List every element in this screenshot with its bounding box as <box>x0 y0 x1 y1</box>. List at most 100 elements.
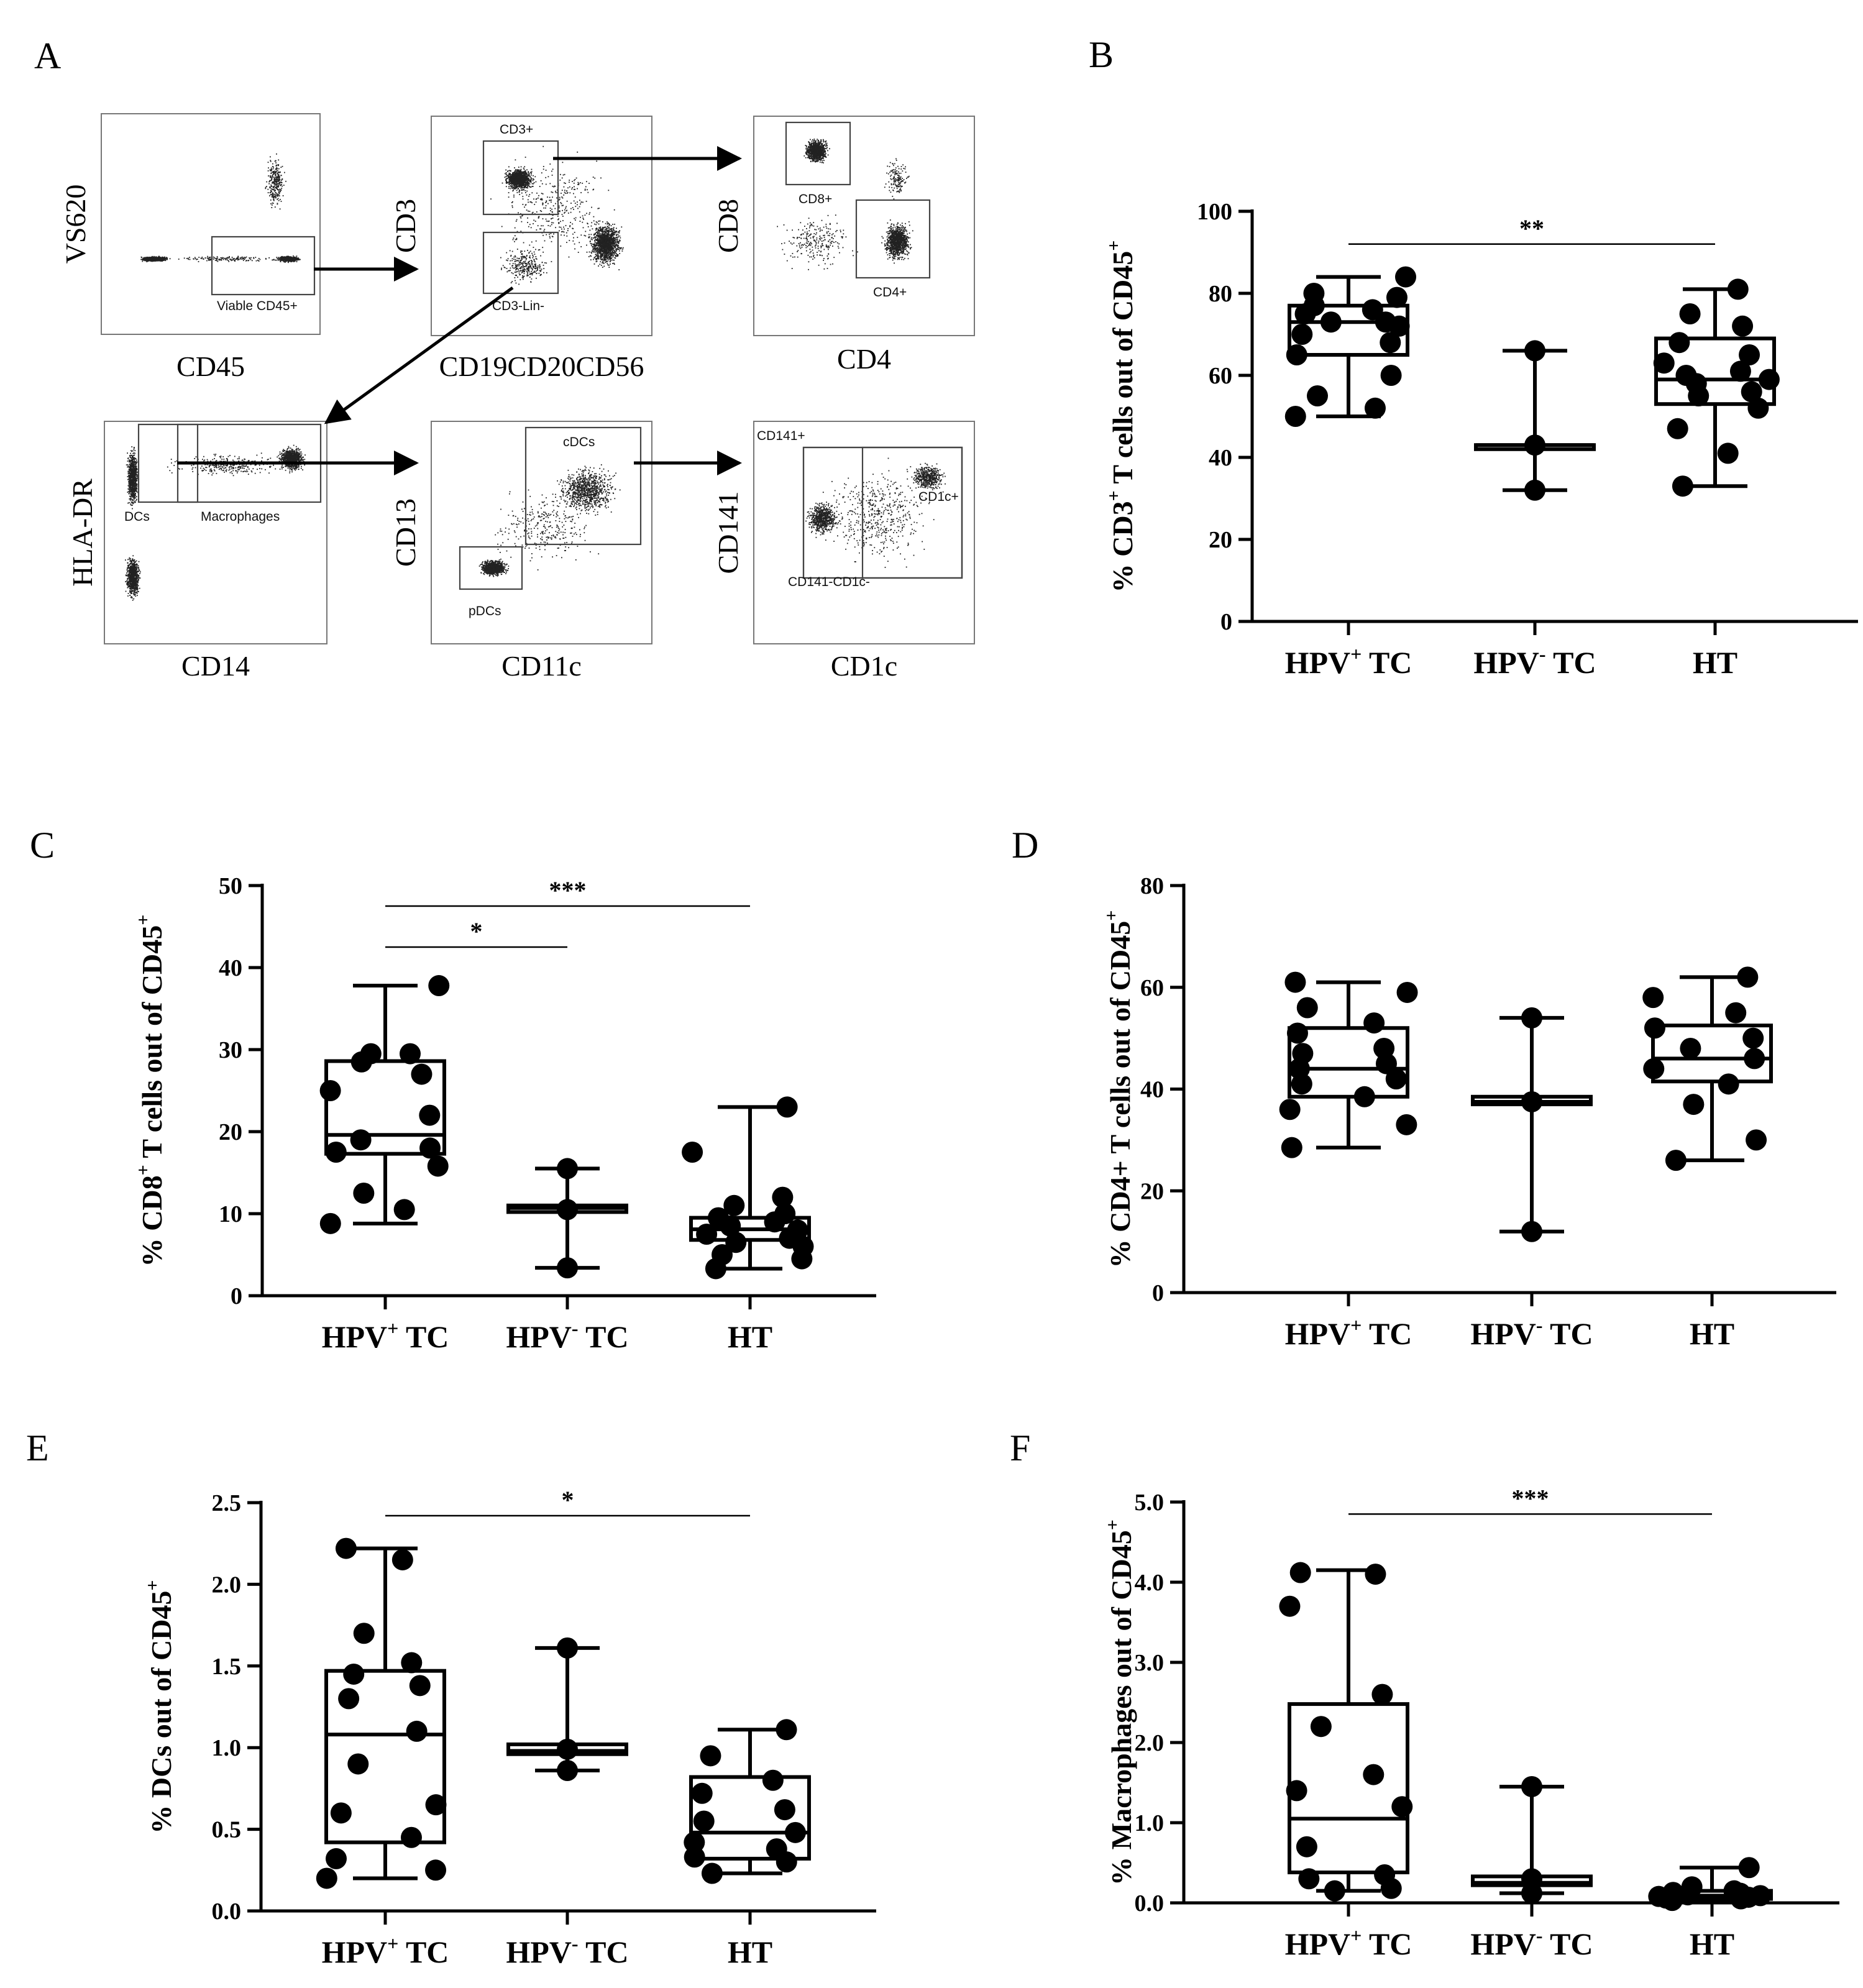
data-point <box>774 1203 796 1224</box>
y-tick-label: 2.5 <box>212 1490 242 1516</box>
data-point <box>1324 1880 1345 1902</box>
x-category-label: HPV- TC <box>506 1317 628 1354</box>
data-point <box>1744 1048 1765 1070</box>
flow-events <box>140 153 301 263</box>
data-point <box>409 1675 431 1697</box>
flow-y-label: VS620 <box>60 185 91 264</box>
flow-x-label: CD19CD20CD56 <box>439 350 644 382</box>
data-point <box>691 1782 713 1804</box>
flow-events <box>805 457 946 568</box>
data-point <box>1365 1564 1386 1585</box>
y-tick-label: 0.5 <box>212 1817 242 1843</box>
data-point <box>1732 315 1754 337</box>
box-2 <box>506 1637 628 1781</box>
data-point <box>425 1794 447 1816</box>
data-point <box>1667 418 1688 439</box>
data-point <box>1524 434 1545 456</box>
panel-letter-e: E <box>26 1427 49 1468</box>
box-3 <box>1642 966 1773 1171</box>
data-point <box>1380 332 1401 354</box>
flow-x-label: CD4 <box>837 343 891 375</box>
y-tick-label: 40 <box>219 955 242 981</box>
data-point <box>399 1043 421 1065</box>
flow-plot-4: DCs Macrophages CD14 HLA-DR <box>66 421 327 682</box>
panel-a-gating: A Viable CD45+ CD45 VS620 CD3+ CD3-Lin- CD19C… <box>34 35 975 682</box>
data-point <box>1725 1002 1747 1024</box>
data-point <box>1727 278 1749 300</box>
data-point <box>1718 1073 1739 1095</box>
data-point <box>776 1719 797 1741</box>
gate-pdcs <box>459 546 523 590</box>
data-point <box>1681 1876 1703 1898</box>
box-2 <box>1474 340 1596 501</box>
x-category-label: HPV+ TC <box>322 1317 449 1354</box>
data-point <box>1521 1775 1542 1797</box>
y-tick-label: 0 <box>1220 609 1232 635</box>
data-point <box>1644 1017 1665 1039</box>
gate-viable-cd45 <box>211 236 316 296</box>
y-tick-label: 0 <box>1152 1280 1164 1306</box>
data-point <box>684 1846 705 1868</box>
y-tick-label: 0.0 <box>212 1899 242 1925</box>
y-axis-label: % DCs out of CD45+ <box>142 1580 177 1833</box>
data-point <box>1320 311 1342 333</box>
data-point <box>353 1623 375 1644</box>
gate-cd4-pos-label: CD4+ <box>873 285 907 300</box>
data-point <box>725 1232 747 1253</box>
data-point <box>1662 1882 1684 1903</box>
data-point <box>701 1862 723 1884</box>
data-point <box>411 1063 433 1085</box>
data-point <box>557 1637 578 1659</box>
data-point <box>1642 987 1664 1009</box>
y-tick-label: 0.0 <box>1135 1890 1165 1917</box>
data-point <box>419 1104 441 1126</box>
box-1 <box>1279 1562 1413 1902</box>
data-point <box>391 1549 413 1570</box>
gate-macrophages-label: Macrophages <box>201 510 280 524</box>
box-1 <box>1284 266 1417 427</box>
significance-label: * <box>562 1486 574 1514</box>
y-axis-label: % CD8+ T cells out of CD45+ <box>133 915 168 1267</box>
y-tick-label: 1.5 <box>212 1654 242 1680</box>
data-point <box>1371 1683 1393 1705</box>
box-1 <box>319 975 450 1234</box>
gate-cdcs-label: cDCs <box>563 435 595 449</box>
data-point <box>401 1652 423 1674</box>
arrow-lin-to-hladr <box>324 286 514 424</box>
y-tick-label: 60 <box>1140 975 1164 1001</box>
x-category-label: HT <box>728 1935 772 1969</box>
chart-panel-b: B 0 20 40 60 80 100 HPV+ TC HPV- TC HT % CD3+ T ce… <box>1089 34 1858 680</box>
significance-label: *** <box>1512 1484 1549 1512</box>
data-point <box>1521 1091 1542 1112</box>
gate-cd3-pos <box>482 140 559 216</box>
data-point <box>557 1199 578 1221</box>
gate-dcs-label: DCs <box>124 510 150 524</box>
data-point <box>557 1257 578 1279</box>
data-point <box>338 1688 360 1710</box>
flow-y-label: HLA-DR <box>66 479 98 587</box>
data-point <box>1385 1068 1407 1090</box>
data-point <box>1729 360 1751 382</box>
data-point <box>1296 997 1318 1019</box>
data-point <box>1668 332 1690 354</box>
gate-cd4-pos <box>855 199 931 279</box>
x-category-label: HPV- TC <box>1470 1924 1593 1961</box>
y-tick-label: 5.0 <box>1135 1490 1165 1516</box>
data-point <box>1286 344 1307 365</box>
y-tick-label: 2.0 <box>212 1572 242 1598</box>
flow-plot-3: CD8+ CD4+ CD4 CD8 <box>712 116 975 375</box>
data-point <box>1284 406 1306 427</box>
flow-plot-1: Viable CD45+ CD45 VS620 <box>60 113 321 382</box>
gate-cd3-pos-label: CD3+ <box>500 122 533 137</box>
data-point <box>1362 299 1383 321</box>
data-point <box>1723 1880 1745 1902</box>
flow-plot-frame <box>101 113 321 335</box>
y-tick-label: 4.0 <box>1135 1570 1165 1596</box>
data-point <box>1364 397 1386 419</box>
flow-y-label: CD3 <box>390 199 421 253</box>
x-category-label: HPV+ TC <box>1285 643 1412 680</box>
data-point <box>1363 1012 1385 1034</box>
data-point <box>1279 1595 1301 1617</box>
data-point <box>1683 1094 1705 1115</box>
